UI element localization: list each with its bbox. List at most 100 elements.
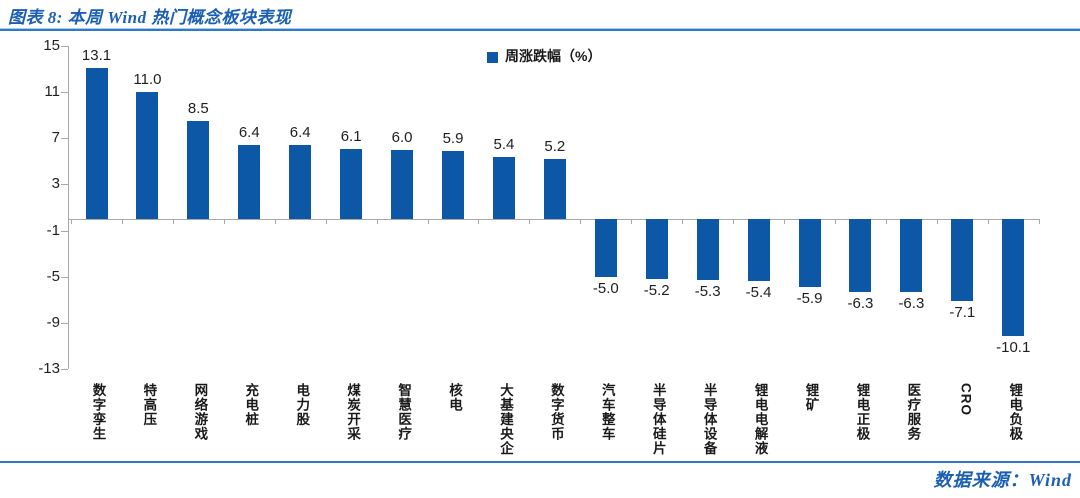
- y-axis-tick-label: -1: [46, 221, 60, 239]
- category-label: 网络游戏: [192, 383, 208, 441]
- bar: [136, 92, 159, 220]
- bar-value-label: 6.4: [289, 124, 311, 142]
- bar: [187, 120, 210, 220]
- x-axis-tick: [121, 219, 123, 225]
- y-axis-tick: [61, 46, 68, 47]
- y-axis-tick-label: -9: [46, 313, 60, 331]
- category-label: 充电桩: [243, 383, 259, 427]
- y-axis-line: [68, 46, 69, 369]
- bar: [849, 219, 872, 292]
- x-axis-tick: [274, 219, 276, 225]
- category-label: 锂电电解液: [752, 383, 768, 456]
- bar-value-label: -6.3: [847, 294, 874, 312]
- title-divider-line: [0, 29, 1080, 31]
- bar: [900, 219, 923, 292]
- bar: [696, 219, 719, 281]
- footer-divider-line: [0, 461, 1080, 463]
- category-label: 智慧医疗: [396, 383, 412, 441]
- bar: [543, 159, 566, 220]
- bar-value-label: 11.0: [133, 71, 162, 89]
- bar: [798, 219, 821, 288]
- y-axis-tick-label: 15: [43, 37, 60, 54]
- legend-swatch-icon: [487, 51, 498, 63]
- category-label: 电力股: [294, 383, 310, 427]
- category-label: 核电: [447, 383, 462, 412]
- bar: [238, 145, 261, 220]
- x-axis-tick: [936, 219, 938, 225]
- bar-value-label: 5.2: [544, 138, 566, 156]
- bar-value-label: -7.1: [949, 303, 976, 321]
- x-axis-tick: [325, 219, 327, 225]
- y-axis-tick-label: -5: [46, 267, 60, 285]
- data-source-label: 数据来源：Wind: [933, 470, 1072, 490]
- bar: [951, 219, 974, 301]
- bar-value-label: -5.4: [745, 284, 772, 302]
- y-axis-tick: [61, 276, 68, 278]
- bar-value-label: 8.5: [187, 99, 209, 117]
- y-axis-tick-label: 11: [44, 83, 60, 101]
- bar-value-label: 6.4: [238, 124, 260, 142]
- bar: [85, 67, 108, 220]
- x-axis-tick: [580, 219, 582, 225]
- category-label: 汽车整车: [599, 383, 615, 441]
- bar: [289, 145, 312, 220]
- category-label: 锂电负极: [1007, 383, 1023, 441]
- x-axis-tick: [376, 219, 378, 225]
- figure-title: 图表 8: 本周 Wind 热门概念板块表现: [8, 8, 292, 27]
- category-label: 数字孪生: [90, 383, 106, 441]
- y-axis-tick-label: -13: [38, 360, 60, 377]
- category-label: CRO: [958, 383, 974, 416]
- y-axis-tick: [61, 230, 68, 232]
- bar-value-label: -5.3: [694, 283, 721, 301]
- bar-value-label: 5.9: [442, 129, 464, 147]
- x-axis-tick: [784, 219, 786, 225]
- bar: [1002, 219, 1025, 336]
- chart-legend: 周涨跌幅（%）: [487, 46, 601, 66]
- bar: [340, 148, 363, 220]
- x-axis-tick: [1038, 219, 1040, 225]
- y-axis-tick: [61, 138, 68, 140]
- category-label: 数字货币: [548, 383, 564, 441]
- y-axis-tick-label: 3: [51, 175, 60, 193]
- bar-value-label: 6.0: [391, 128, 413, 146]
- bar-value-label: -5.2: [643, 282, 670, 300]
- x-axis-tick: [682, 219, 684, 225]
- category-label: 特高压: [141, 383, 157, 427]
- legend-series-label: 周涨跌幅（%）: [505, 48, 602, 64]
- y-axis-tick: [61, 92, 68, 94]
- bar: [391, 149, 414, 220]
- y-axis-tick: [61, 369, 68, 370]
- x-axis-tick: [885, 219, 887, 225]
- bar: [492, 156, 515, 220]
- bar-value-label: 5.4: [493, 135, 515, 153]
- y-axis-tick: [61, 184, 68, 186]
- category-label: 半导体设备: [701, 383, 717, 456]
- x-axis-tick: [223, 219, 225, 225]
- x-axis-line: [68, 219, 1040, 221]
- bar-value-label: -10.1: [996, 338, 1031, 356]
- y-axis-tick: [61, 322, 68, 324]
- x-axis-tick: [71, 219, 73, 225]
- bar-value-label: -5.0: [592, 279, 619, 297]
- y-axis-tick-label: 7: [51, 129, 60, 147]
- x-axis-tick: [478, 219, 480, 225]
- bar-value-label: -5.9: [796, 290, 823, 308]
- x-axis-tick: [987, 219, 989, 225]
- x-axis-tick: [172, 219, 174, 225]
- category-label: 锂矿: [803, 383, 819, 412]
- x-axis-tick: [427, 219, 429, 225]
- bar: [645, 219, 668, 280]
- category-label: 半导体硅片: [650, 383, 666, 456]
- x-axis-tick: [529, 219, 531, 225]
- x-axis-tick: [834, 219, 836, 225]
- bar: [594, 219, 617, 277]
- category-label: 大基建央企: [497, 383, 513, 456]
- bar: [747, 219, 770, 282]
- bar: [442, 150, 464, 220]
- category-label: 锂电正极: [854, 383, 870, 441]
- category-label: 医疗服务: [905, 383, 921, 441]
- x-axis-tick: [733, 219, 735, 225]
- x-axis-tick: [631, 219, 633, 225]
- bar-value-label: -6.3: [898, 294, 925, 312]
